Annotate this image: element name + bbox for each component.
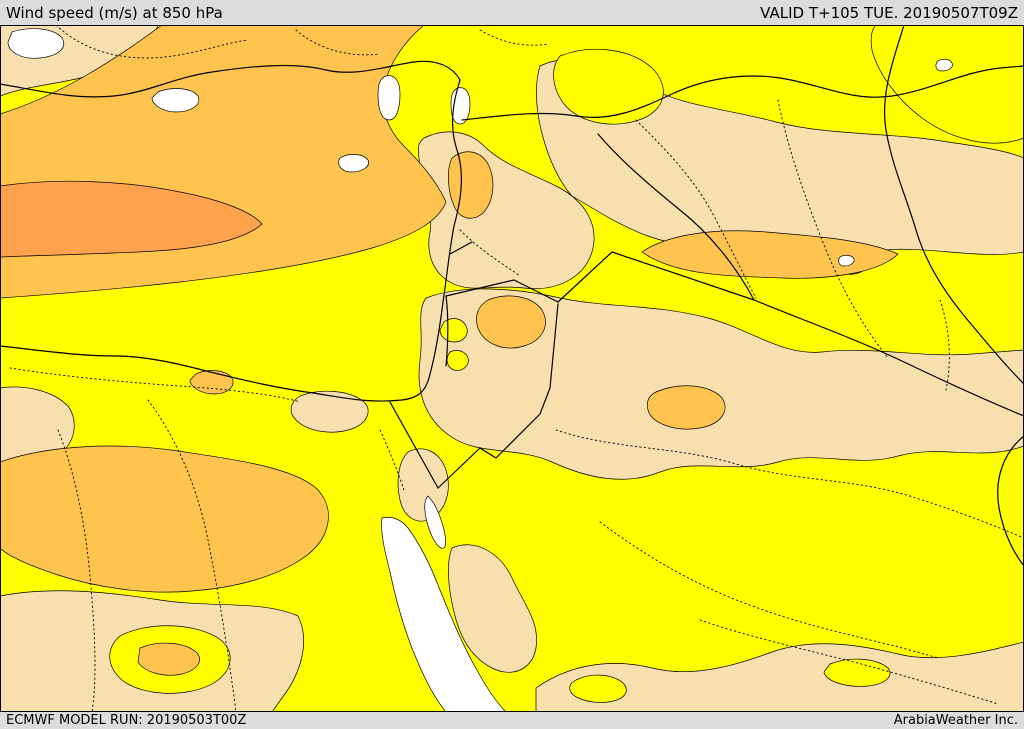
orange-region	[646, 385, 726, 430]
white-region	[7, 28, 64, 59]
tan-region	[418, 288, 1024, 480]
dotted-border	[777, 99, 889, 359]
deep-orange-core	[0, 180, 263, 258]
tan-region	[448, 544, 537, 673]
border-line	[557, 251, 1024, 417]
dotted-border	[147, 399, 237, 712]
weather-map	[0, 25, 1024, 712]
border-line	[883, 25, 1024, 385]
model-run-label: ECMWF MODEL RUN: 20190503T00Z	[6, 713, 247, 728]
white-region	[377, 75, 401, 121]
dotted-border	[9, 367, 301, 403]
footer-bar: ECMWF MODEL RUN: 20190503T00Z ArabiaWeat…	[0, 712, 1024, 729]
attribution-label: ArabiaWeather Inc.	[893, 713, 1018, 728]
orange-region	[0, 445, 329, 593]
coastline	[997, 435, 1024, 567]
region-borders-dotted	[9, 25, 1024, 712]
white-region	[338, 154, 369, 173]
yellow-region	[823, 658, 891, 687]
coastline	[0, 60, 461, 98]
dotted-border	[599, 521, 939, 659]
white-region	[935, 58, 953, 72]
header-bar: Wind speed (m/s) at 850 hPa VALID T+105 …	[0, 0, 1024, 25]
orange-region	[448, 151, 494, 219]
wind-band-orange-regions	[0, 25, 899, 676]
border-line	[389, 401, 439, 489]
coastline	[0, 79, 462, 402]
calm-white-regions	[7, 28, 953, 712]
valid-time-label: VALID T+105 TUE. 20190507T09Z	[760, 3, 1018, 22]
orange-region	[137, 642, 200, 676]
map-title: Wind speed (m/s) at 850 hPa	[6, 3, 223, 22]
border-line	[597, 133, 755, 301]
yellow-region	[870, 25, 1024, 144]
yellow-region	[439, 318, 468, 343]
dotted-border	[635, 119, 757, 299]
border-line	[461, 65, 1024, 121]
dotted-border	[57, 429, 96, 712]
border-line	[445, 279, 559, 303]
yellow-region	[553, 48, 664, 125]
dotted-border	[379, 429, 405, 491]
border-line	[437, 303, 559, 489]
dotted-border	[555, 429, 1024, 539]
dotted-border	[479, 29, 549, 46]
nile-delta-region	[290, 390, 369, 433]
orange-region	[641, 230, 899, 279]
border-line	[445, 295, 449, 367]
dotted-border	[939, 299, 950, 391]
white-region	[838, 254, 855, 267]
yellow-region	[446, 350, 469, 371]
gulf-of-aqaba	[424, 495, 447, 549]
white-region	[151, 88, 200, 113]
tan-region	[536, 58, 1024, 255]
contour-fills	[0, 25, 1024, 712]
dotted-border	[459, 229, 521, 277]
country-borders	[0, 25, 1024, 567]
tan-region	[535, 641, 1024, 712]
border-line	[449, 241, 473, 255]
wind-band-yellow-regions	[109, 25, 1024, 703]
wind-band-tan-regions	[0, 25, 1024, 712]
wind-speed-contour-map	[0, 25, 1024, 712]
yellow-region	[569, 674, 627, 703]
red-sea	[381, 516, 507, 712]
orange-region	[476, 295, 546, 349]
